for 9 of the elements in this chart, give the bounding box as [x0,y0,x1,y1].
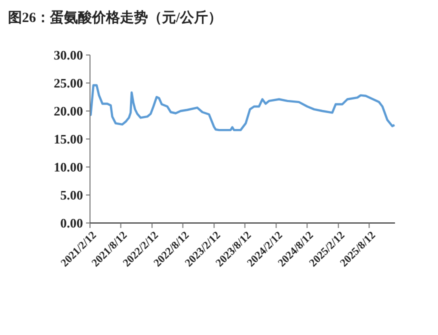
y-tick-label: 0.00 [60,216,83,231]
line-series [88,84,396,132]
y-tick-label: 25.00 [54,76,83,91]
y-tick-label: 10.00 [54,160,83,175]
chart-title: 图26：蛋氨酸价格走势（元/公斤） [8,9,222,26]
y-tick-label: 5.00 [60,188,83,203]
y-tick-label: 30.00 [54,48,83,63]
y-tick-label: 20.00 [54,104,83,119]
y-tick-label: 15.00 [54,132,83,147]
